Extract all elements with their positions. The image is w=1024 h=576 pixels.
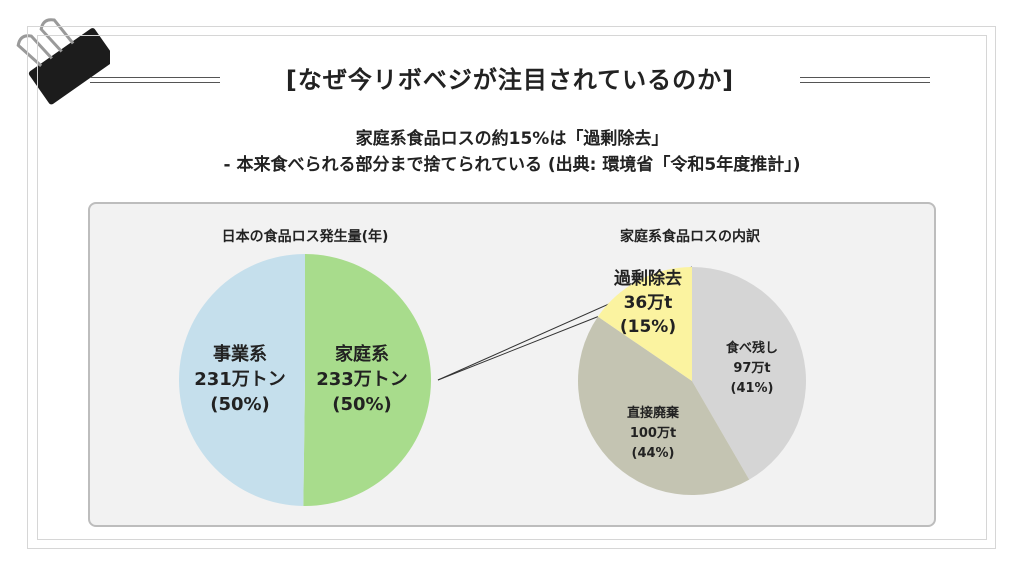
pie1-label-amount-0: 97万t: [733, 361, 770, 376]
pie0-label-pct-0: (50%): [332, 394, 392, 415]
page-title: [なぜ今リボベジが注目されているのか]: [285, 66, 735, 94]
pie1-label-amount-1: 100万t: [630, 426, 676, 441]
pie1-slice-0: [692, 267, 806, 480]
pie1-slice-2: [597, 267, 692, 381]
left-chart-title: 日本の食品ロス発生量(年): [221, 229, 389, 245]
outer-frame: [27, 26, 996, 549]
pie1-label-name-2: 過剰除去: [614, 268, 682, 289]
pie0-label-amount-1: 231万トン: [194, 369, 286, 390]
pie1-label-name-0: 食べ残し: [726, 340, 778, 356]
right-chart-title: 家庭系食品ロスの内訳: [620, 229, 760, 245]
heading-rule-right: [800, 77, 930, 83]
pie0-label-amount-0: 233万トン: [316, 369, 408, 390]
binder-clip-icon: [16, 18, 110, 105]
pie1-label-pct-2: (15%): [620, 317, 676, 337]
pie0-label-name-1: 事業系: [213, 343, 267, 365]
pie1-label-name-1: 直接廃棄: [627, 405, 680, 421]
pie0-slice-1: [179, 254, 305, 506]
inner-frame: [37, 35, 987, 540]
pie1-label-amount-2: 36万t: [624, 293, 673, 313]
pie1-slice-1: [578, 316, 750, 495]
pie0-slice-0: [303, 254, 432, 507]
connector-line-lower: [437, 316, 599, 381]
pie0-label-name-0: 家庭系: [335, 343, 389, 365]
pie1-label-pct-0: (41%): [731, 381, 774, 396]
subtitle-line-2: - 本来食べられる部分まで捨てられている (出典: 環境省「令和5年度推計」): [223, 155, 801, 175]
heading-rule-left: [90, 77, 220, 83]
pie1-label-pct-1: (44%): [632, 446, 675, 461]
pie0-label-pct-1: (50%): [210, 394, 270, 415]
subtitle-line-1: 家庭系食品ロスの約15%は「過剰除去」: [355, 129, 669, 149]
